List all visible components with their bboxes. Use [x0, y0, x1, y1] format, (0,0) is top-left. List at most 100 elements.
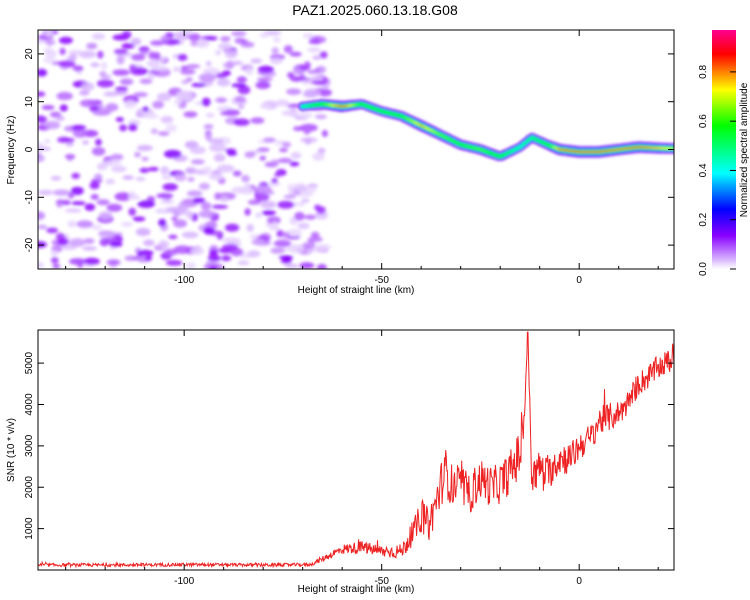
noise-blob: [215, 72, 228, 79]
noise-blob: [157, 208, 168, 214]
ridge-point: [439, 134, 442, 137]
colorbar-label: Normalized spectral amplitude: [739, 82, 750, 217]
ridge-point: [506, 152, 509, 155]
ridge-point: [558, 148, 561, 151]
noise-blob: [244, 151, 256, 158]
noise-blob: [137, 200, 155, 208]
noise-blob: [83, 238, 95, 245]
noise-blob: [103, 91, 119, 97]
ridge-point: [547, 144, 550, 147]
ridge-point: [589, 150, 592, 154]
noise-blob: [96, 199, 110, 206]
ridge-point: [348, 104, 351, 107]
ridge-point: [329, 103, 332, 107]
ridge-point: [509, 150, 512, 153]
noise-blob: [91, 33, 106, 40]
noise-blob: [192, 197, 206, 204]
noise-blob: [231, 83, 247, 88]
ridge-point: [550, 145, 553, 148]
noise-blob: [216, 164, 235, 173]
noise-blob: [165, 259, 183, 266]
noise-blob: [128, 191, 136, 199]
ridge-point: [500, 154, 503, 157]
ridge-point: [553, 146, 556, 149]
noise-blob: [96, 79, 114, 88]
noise-blob: [314, 204, 321, 211]
ridge-point: [323, 103, 326, 106]
noise-blob: [319, 51, 328, 59]
ridge-point: [478, 148, 481, 151]
ridge-point: [638, 146, 642, 149]
ridge-point: [569, 149, 573, 153]
ridge-point: [340, 105, 343, 108]
ridge-point: [583, 150, 586, 154]
noise-blob: [160, 166, 170, 175]
ridge-point: [511, 149, 514, 152]
noise-blob: [137, 249, 154, 256]
noise-blob: [190, 159, 205, 165]
noise-blob: [119, 78, 134, 86]
noise-blob: [296, 111, 313, 119]
noise-blob: [162, 183, 178, 191]
noise-blob: [203, 67, 220, 76]
noise-blob: [220, 255, 232, 262]
ridge-point: [542, 141, 545, 144]
noise-blob: [59, 47, 66, 56]
noise-blob: [205, 60, 212, 67]
noise-blob: [301, 198, 310, 203]
noise-blob: [72, 65, 84, 72]
noise-blob: [86, 42, 98, 50]
x-tick-label: 0: [576, 275, 582, 286]
noise-blob: [144, 114, 160, 119]
ridge-point: [630, 146, 633, 150]
x-tick-label: -100: [174, 275, 194, 286]
ridge-point: [384, 111, 387, 114]
noise-blob: [218, 42, 232, 51]
noise-blob: [131, 53, 146, 61]
ridge-point: [448, 138, 451, 141]
ridge-point: [591, 150, 595, 154]
noise-blob: [287, 228, 302, 237]
ridge-point: [605, 149, 608, 153]
noise-blob: [70, 186, 84, 196]
noise-blob: [116, 55, 125, 65]
ridge-point: [312, 104, 315, 107]
noise-blob: [310, 231, 320, 239]
ridge-point: [586, 150, 589, 154]
noise-blob: [198, 182, 210, 190]
noise-blob: [58, 36, 73, 45]
ridge-point: [392, 113, 395, 116]
ridge-point: [428, 128, 432, 131]
noise-blob: [298, 201, 305, 207]
noise-blob: [98, 231, 115, 239]
noise-blob: [240, 41, 255, 48]
noise-blob: [181, 231, 199, 239]
noise-blob: [65, 208, 82, 213]
noise-blob: [312, 152, 325, 161]
ridge-point: [564, 149, 567, 152]
noise-blob: [143, 239, 155, 247]
noise-blob: [294, 69, 305, 75]
noise-blob: [121, 43, 135, 49]
noise-blob: [260, 200, 277, 209]
noise-blob: [278, 157, 292, 164]
noise-blob: [105, 103, 119, 112]
noise-blob: [76, 220, 94, 229]
noise-blob: [283, 194, 297, 199]
noise-blob: [43, 57, 56, 64]
noise-blob: [219, 196, 229, 203]
noise-blob: [216, 78, 231, 87]
noise-blob: [158, 131, 170, 137]
ridge-point: [398, 114, 401, 117]
noise-blob: [302, 32, 314, 39]
noise-blob: [44, 138, 51, 144]
noise-blob: [255, 212, 263, 218]
ridge-point: [307, 104, 310, 107]
noise-blob: [274, 239, 292, 248]
noise-blob: [213, 153, 226, 162]
snr-x-label: Height of straight line (km): [298, 584, 415, 595]
noise-blob: [124, 255, 138, 261]
noise-blob: [71, 124, 87, 131]
noise-blob: [91, 147, 106, 156]
noise-blob: [244, 208, 251, 216]
